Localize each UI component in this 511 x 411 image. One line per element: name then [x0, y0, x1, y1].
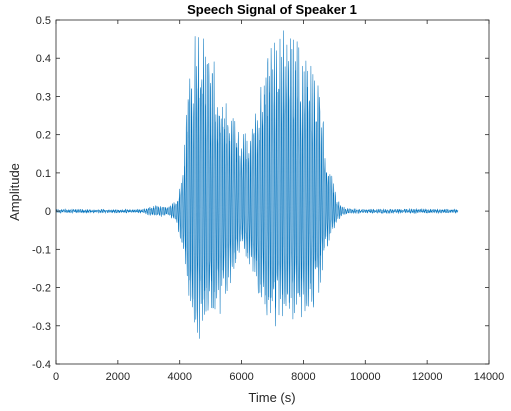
chart-title: Speech Signal of Speaker 1 [187, 2, 357, 17]
x-axis-label: Time (s) [248, 390, 295, 405]
y-tick-label: 0 [45, 206, 51, 218]
x-tick-label: 6000 [229, 371, 253, 383]
y-tick-label: -0.4 [32, 359, 51, 371]
x-tick-label: 2000 [106, 371, 130, 383]
y-tick-label: 0.5 [36, 15, 51, 27]
y-tick-label: 0.4 [36, 53, 51, 65]
x-tick-label: 0 [53, 371, 59, 383]
plot-area-box [55, 19, 490, 365]
y-tick-label: 0.1 [36, 168, 51, 180]
y-axis: -0.4 -0.3 -0.2 -0.1 0 0.1 0.2 0.3 0.4 0.5 [32, 15, 489, 371]
x-tick-label: 12000 [412, 371, 443, 383]
y-tick-label: -0.1 [32, 244, 51, 256]
y-tick-label: 0.3 [36, 91, 51, 103]
y-tick-label: -0.2 [32, 283, 51, 295]
y-tick-label: -0.3 [32, 321, 51, 333]
series-layer [55, 30, 459, 339]
y-tick-label: 0.2 [36, 130, 51, 142]
x-tick-label: 8000 [291, 371, 315, 383]
y-axis-label: Amplitude [7, 163, 22, 221]
x-tick-label: 10000 [350, 371, 381, 383]
x-axis: 0 2000 4000 6000 8000 10000 12000 14000 [53, 20, 504, 383]
x-tick-label: 4000 [167, 371, 191, 383]
waveform-line [55, 30, 459, 339]
x-tick-label: 14000 [474, 371, 505, 383]
